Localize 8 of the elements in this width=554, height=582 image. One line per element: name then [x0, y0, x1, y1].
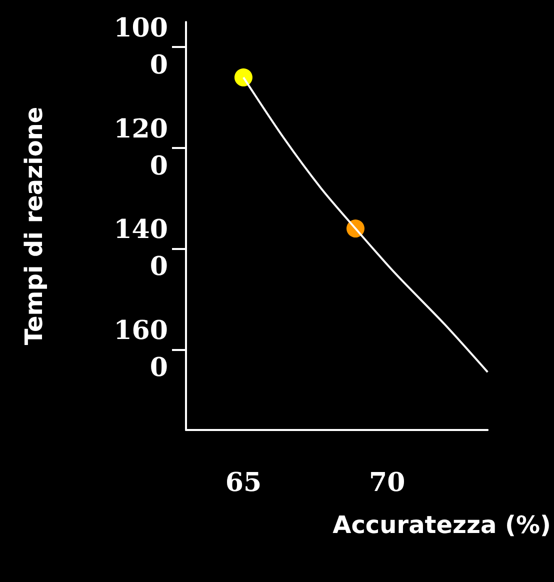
x-tick-label: 70 — [368, 468, 406, 498]
x-axis-title: Accuratezza (%) — [332, 511, 552, 539]
y-tick-label: 100 0 — [114, 14, 168, 81]
y-tick-label: 160 0 — [114, 316, 168, 383]
y-tick-label: 120 0 — [114, 114, 168, 182]
y-tick-label: 140 0 — [114, 215, 168, 282]
y-axis-title: Tempi di reazione — [20, 106, 48, 346]
x-tick-label: 65 — [225, 468, 262, 498]
